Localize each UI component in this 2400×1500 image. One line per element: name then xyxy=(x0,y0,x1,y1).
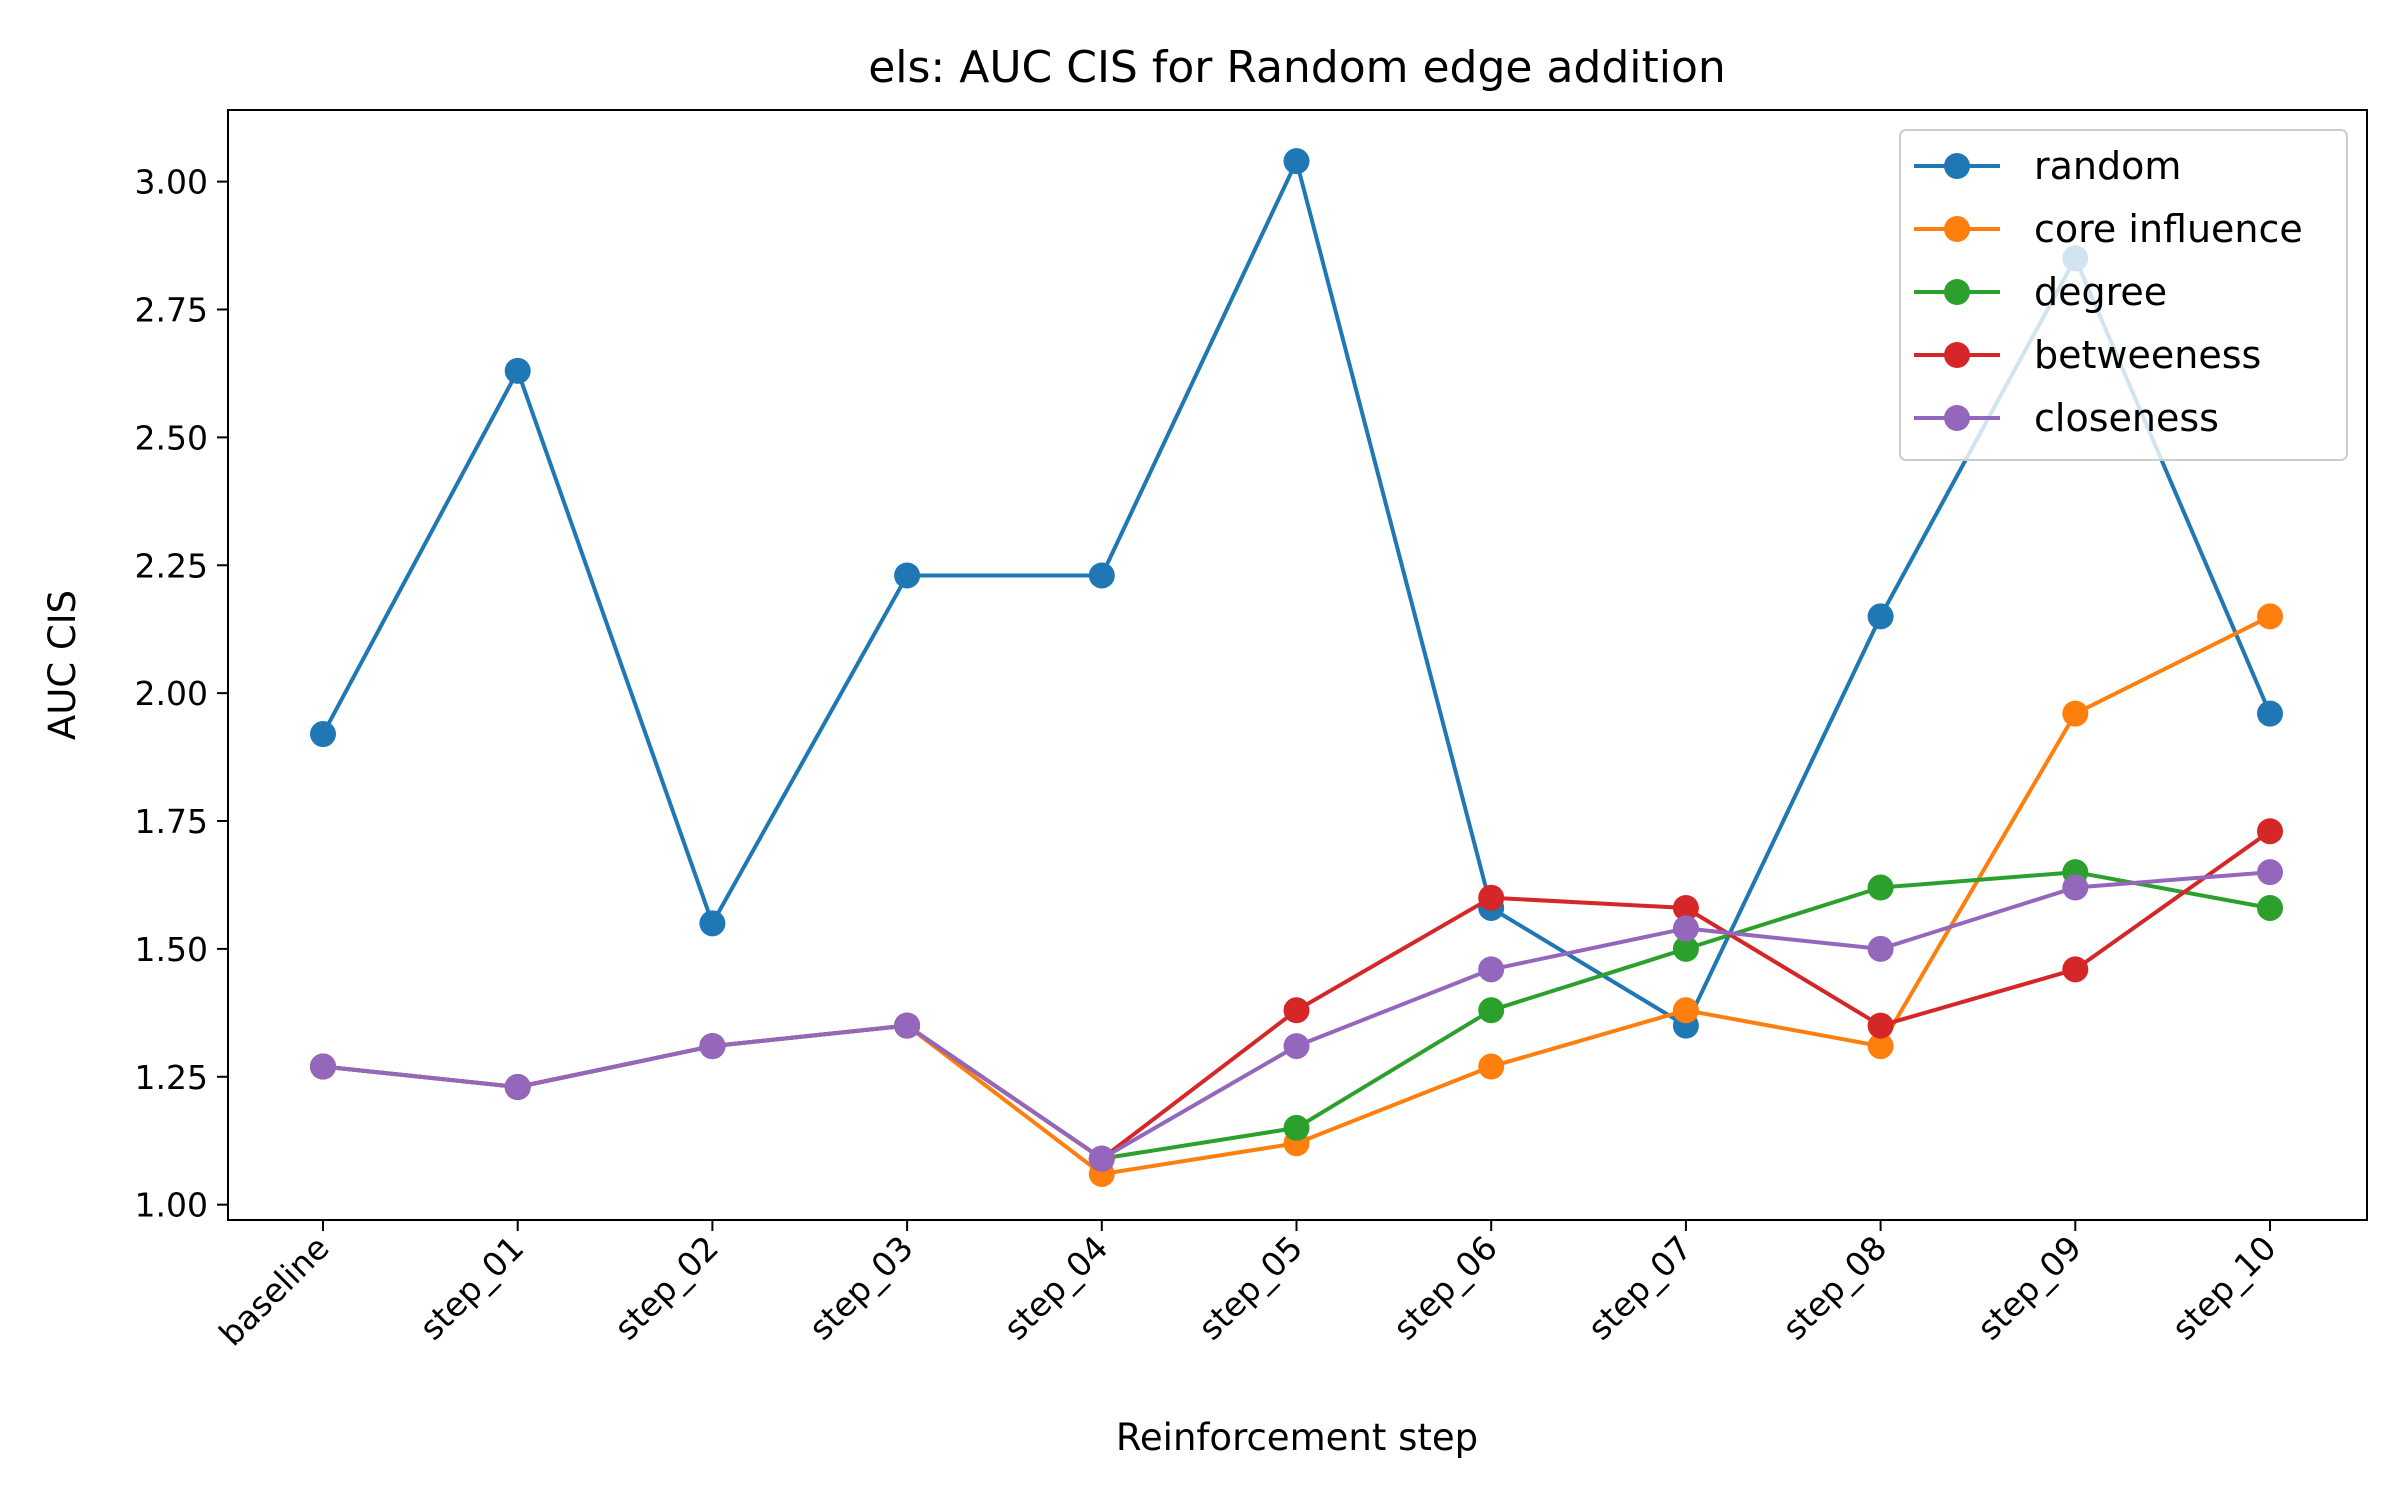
data-point xyxy=(2257,700,2283,727)
y-tick-label: 1.25 xyxy=(135,1058,208,1097)
y-tick-label: 1.50 xyxy=(135,930,208,969)
x-tick-label: step_08 xyxy=(1775,1228,1894,1347)
data-point xyxy=(2257,894,2283,921)
data-point xyxy=(1478,997,1505,1024)
data-point xyxy=(1672,894,1699,921)
data-point xyxy=(2062,874,2089,901)
legend-label: closeness xyxy=(2034,396,2219,440)
series-layer xyxy=(310,148,2283,1187)
x-axis: baseline step_01 step_02 step_03 step_04 step… xyxy=(211,1220,2284,1353)
data-point xyxy=(1672,915,1699,942)
data-point xyxy=(1478,1053,1505,1080)
y-tick-label: 2.25 xyxy=(135,546,208,585)
legend[interactable]: random core influence degree betweeness clos… xyxy=(1899,129,2348,461)
x-tick-label: step_10 xyxy=(2164,1228,2283,1347)
legend-box xyxy=(1899,129,2348,461)
data-point xyxy=(1283,997,1310,1024)
y-tick-label: 2.00 xyxy=(135,674,208,713)
series-line xyxy=(322,614,2271,1176)
data-point xyxy=(2062,956,2089,983)
data-point xyxy=(504,1074,531,1101)
data-point xyxy=(1088,562,1115,589)
data-point xyxy=(1867,603,1894,630)
legend-label: betweeness xyxy=(2034,333,2261,377)
data-point xyxy=(1283,148,1310,175)
data-point xyxy=(1867,1033,1894,1060)
x-axis-title: Reinforcement step xyxy=(1116,1416,1478,1459)
legend-item-core-influence[interactable]: core influence xyxy=(1914,207,2303,251)
data-point xyxy=(1867,874,1894,901)
x-tick-label: step_03 xyxy=(801,1228,920,1347)
data-point xyxy=(894,562,921,589)
legend-marker xyxy=(1944,342,1970,368)
legend-label: random xyxy=(2034,144,2181,188)
data-point xyxy=(1088,1145,1115,1172)
data-point xyxy=(2257,818,2283,845)
x-tick-label: step_06 xyxy=(1385,1228,1504,1347)
legend-label: degree xyxy=(2034,270,2167,314)
data-point xyxy=(1672,997,1699,1024)
x-tick-label: baseline xyxy=(211,1228,336,1353)
data-point xyxy=(2257,603,2283,630)
data-point xyxy=(310,721,336,748)
series-closeness xyxy=(310,859,2283,1172)
legend-marker xyxy=(1944,405,1970,431)
data-point xyxy=(1672,935,1699,962)
legend-item-degree[interactable]: degree xyxy=(1914,270,2167,314)
x-tick-label: step_01 xyxy=(412,1228,531,1347)
data-point xyxy=(1283,1033,1310,1060)
series-core-influence xyxy=(310,603,2283,1187)
data-point xyxy=(1478,956,1505,983)
data-point xyxy=(1283,1114,1310,1141)
data-point xyxy=(2062,700,2089,727)
x-tick-label: step_04 xyxy=(996,1228,1115,1347)
data-point xyxy=(1867,1012,1894,1039)
chart-title: els: AUC CIS for Random edge addition xyxy=(868,42,1726,93)
x-tick-label: step_05 xyxy=(1191,1228,1310,1347)
y-tick-label: 3.00 xyxy=(135,163,208,202)
x-tick-label: step_07 xyxy=(1580,1228,1699,1347)
y-tick-label: 2.75 xyxy=(135,290,208,329)
legend-marker xyxy=(1944,153,1970,179)
plot-frame xyxy=(227,109,2368,1221)
data-point xyxy=(699,1033,726,1060)
y-tick-label: 2.50 xyxy=(135,418,208,457)
legend-marker xyxy=(1944,216,1970,242)
x-tick-label: step_02 xyxy=(607,1228,726,1347)
legend-item-betweeness[interactable]: betweeness xyxy=(1914,333,2261,377)
y-tick-label: 1.75 xyxy=(135,802,208,841)
x-tick-label: step_09 xyxy=(1970,1228,2089,1347)
data-point xyxy=(504,357,531,384)
data-point xyxy=(1867,935,1894,962)
legend-marker xyxy=(1944,279,1970,305)
data-point xyxy=(699,910,726,937)
y-axis: 1.00 1.25 1.50 1.75 2.00 2.25 2.50 2.75 3.00 xyxy=(135,163,228,1225)
legend-label: core influence xyxy=(2034,207,2303,251)
y-axis-title: AUC CIS xyxy=(41,590,84,740)
data-point xyxy=(2257,859,2283,886)
data-point xyxy=(894,1012,921,1039)
series-random xyxy=(310,148,2283,1039)
y-tick-label: 1.00 xyxy=(135,1186,208,1225)
data-point xyxy=(310,1053,336,1080)
data-point xyxy=(1478,884,1505,911)
legend-item-closeness[interactable]: closeness xyxy=(1914,396,2219,440)
legend-item-random[interactable]: random xyxy=(1914,144,2181,188)
